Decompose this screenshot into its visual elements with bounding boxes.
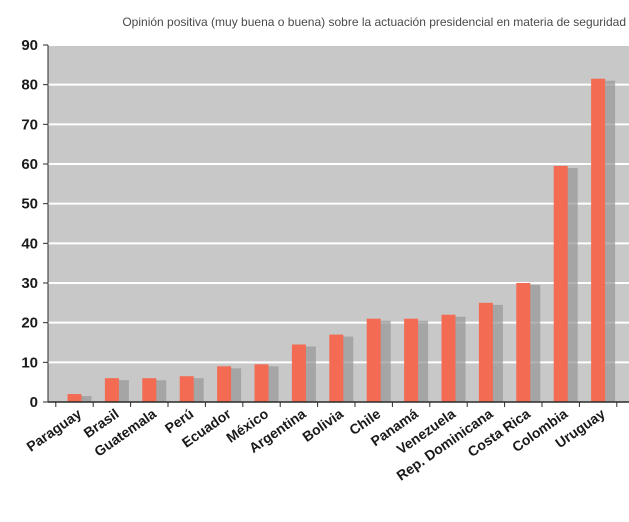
y-tick-label: 60 [21,156,38,173]
y-tick-label: 50 [21,196,38,213]
y-tick-label: 90 [21,37,38,54]
bar [142,378,157,402]
y-tick-label: 80 [21,77,38,94]
bar [104,378,119,402]
bar [516,283,531,402]
bars [67,78,606,402]
bar [179,376,194,402]
axes [47,45,629,403]
x-tick-label: Paraguay [23,405,84,454]
y-tick-label: 10 [21,354,38,371]
y-axis-ticks: 0 10 20 30 40 50 60 70 80 90 [21,37,48,411]
bar [591,78,606,402]
bar [478,302,493,402]
bar [329,334,344,402]
bar [553,165,568,402]
grid-lines [48,44,629,364]
bar [404,318,419,402]
y-tick-label: 20 [21,315,38,332]
y-tick-label: 0 [30,394,38,411]
x-tick-label: Bolivia [299,405,346,445]
bar [441,314,456,402]
chart-title: Opinión positiva (muy buena o buena) sob… [122,15,626,29]
y-tick-label: 40 [21,235,38,252]
y-tick-label: 30 [21,275,38,292]
bar [366,318,381,402]
bar [291,344,306,402]
bar [67,394,82,402]
bar [217,366,232,402]
bar [254,364,269,402]
y-tick-label: 70 [21,116,38,133]
